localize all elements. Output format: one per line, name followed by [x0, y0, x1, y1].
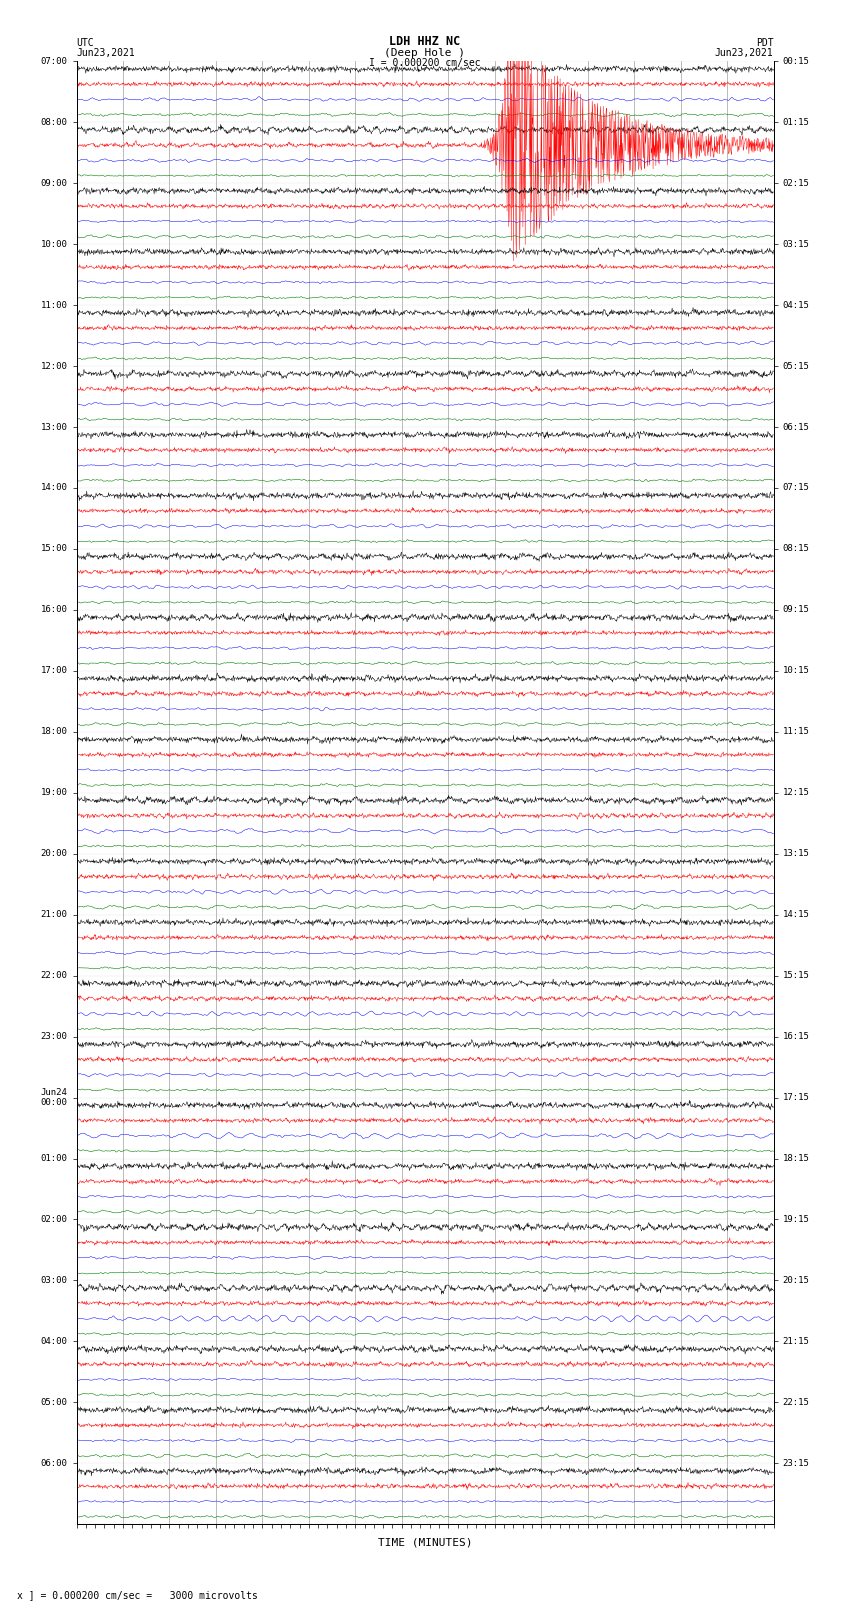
Text: I = 0.000200 cm/sec: I = 0.000200 cm/sec: [369, 58, 481, 68]
Text: (Deep Hole ): (Deep Hole ): [384, 48, 466, 58]
Text: Jun23,2021: Jun23,2021: [76, 48, 135, 58]
Text: Jun23,2021: Jun23,2021: [715, 48, 774, 58]
Text: x ] = 0.000200 cm/sec =   3000 microvolts: x ] = 0.000200 cm/sec = 3000 microvolts: [17, 1590, 258, 1600]
Text: PDT: PDT: [756, 39, 774, 48]
Text: LDH HHZ NC: LDH HHZ NC: [389, 35, 461, 48]
X-axis label: TIME (MINUTES): TIME (MINUTES): [377, 1537, 473, 1547]
Text: UTC: UTC: [76, 39, 94, 48]
